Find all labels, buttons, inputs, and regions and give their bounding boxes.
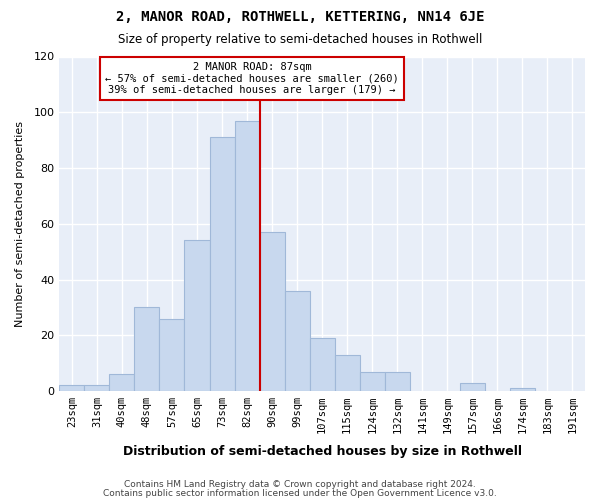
Bar	[85, 386, 109, 391]
Bar	[360, 372, 385, 391]
Bar	[284, 290, 310, 391]
Bar	[109, 374, 134, 391]
Bar	[59, 386, 85, 391]
Bar	[460, 382, 485, 391]
Text: 2 MANOR ROAD: 87sqm
← 57% of semi-detached houses are smaller (260)
39% of semi-: 2 MANOR ROAD: 87sqm ← 57% of semi-detach…	[105, 62, 399, 96]
Bar	[310, 338, 335, 391]
Bar	[235, 120, 260, 391]
Text: Contains public sector information licensed under the Open Government Licence v3: Contains public sector information licen…	[103, 488, 497, 498]
Bar	[134, 308, 160, 391]
Text: Contains HM Land Registry data © Crown copyright and database right 2024.: Contains HM Land Registry data © Crown c…	[124, 480, 476, 489]
Bar	[209, 138, 235, 391]
X-axis label: Distribution of semi-detached houses by size in Rothwell: Distribution of semi-detached houses by …	[122, 444, 521, 458]
Bar	[385, 372, 410, 391]
Bar	[160, 318, 184, 391]
Y-axis label: Number of semi-detached properties: Number of semi-detached properties	[15, 121, 25, 327]
Bar	[184, 240, 209, 391]
Bar	[510, 388, 535, 391]
Text: 2, MANOR ROAD, ROTHWELL, KETTERING, NN14 6JE: 2, MANOR ROAD, ROTHWELL, KETTERING, NN14…	[116, 10, 484, 24]
Bar	[335, 355, 360, 391]
Bar	[260, 232, 284, 391]
Text: Size of property relative to semi-detached houses in Rothwell: Size of property relative to semi-detach…	[118, 32, 482, 46]
